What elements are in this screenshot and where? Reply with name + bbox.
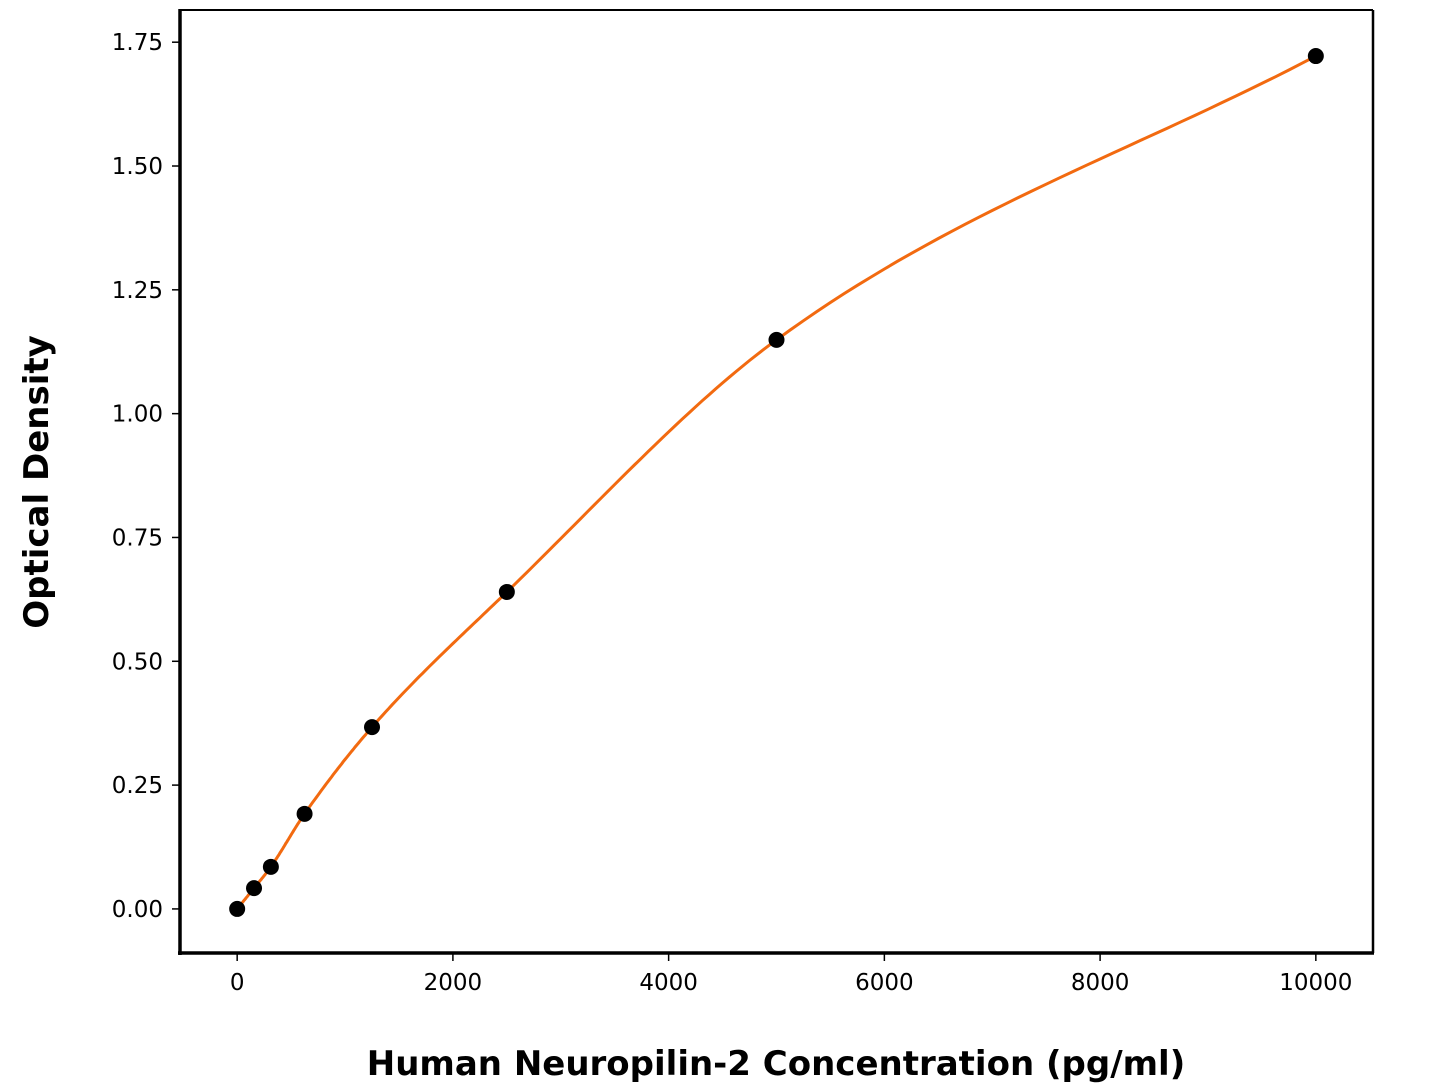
data-point bbox=[296, 805, 313, 822]
fit-curve-line bbox=[236, 54, 1317, 910]
x-tick-label: 0 bbox=[230, 970, 245, 996]
x-tick-label: 8000 bbox=[1071, 970, 1130, 996]
y-tick-label: 1.25 bbox=[112, 278, 163, 304]
data-point bbox=[768, 331, 785, 348]
data-point bbox=[262, 858, 279, 875]
y-tick-label: 1.00 bbox=[112, 402, 163, 428]
y-axis-label: Optical Density bbox=[17, 335, 57, 629]
ticks: 0 2000 4000 6000 8000 10000 0.00 0.25 0.50 0.75 1.… bbox=[112, 30, 1353, 996]
data-point bbox=[498, 583, 515, 600]
y-tick-label: 0.25 bbox=[112, 773, 163, 799]
data-point bbox=[1307, 48, 1324, 65]
y-tick-label: 0.50 bbox=[112, 649, 163, 675]
x-tick-label: 6000 bbox=[855, 970, 914, 996]
fit-curve-layer bbox=[236, 54, 1317, 910]
data-point bbox=[229, 900, 246, 917]
y-tick-label: 1.75 bbox=[112, 30, 163, 56]
data-point bbox=[246, 880, 263, 897]
x-tick-label: 4000 bbox=[639, 970, 698, 996]
y-tick-label: 0.75 bbox=[112, 525, 163, 551]
data-points-layer bbox=[229, 48, 1324, 917]
x-axis-label: Human Neuropilin-2 Concentration (pg/ml) bbox=[367, 1044, 1186, 1084]
y-tick-label: 0.00 bbox=[112, 897, 163, 923]
x-tick-label: 2000 bbox=[424, 970, 483, 996]
x-tick-label: 10000 bbox=[1279, 970, 1352, 996]
y-tick-label: 1.50 bbox=[112, 154, 163, 180]
data-point bbox=[364, 719, 381, 736]
axes bbox=[178, 9, 1375, 955]
